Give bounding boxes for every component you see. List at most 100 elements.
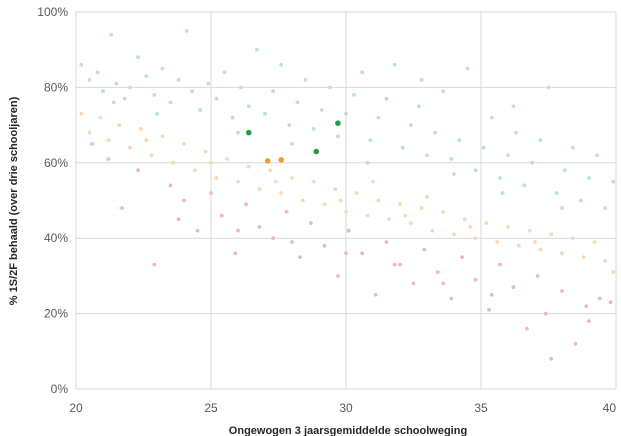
school-point <box>560 206 564 210</box>
school-point <box>290 176 294 180</box>
school-point <box>117 123 122 127</box>
school-point <box>236 130 240 135</box>
school-point <box>498 262 502 267</box>
school-point <box>489 292 494 297</box>
school-point <box>160 66 165 71</box>
school-point <box>152 93 157 97</box>
school-point <box>592 240 597 244</box>
school-point <box>209 160 213 165</box>
school-point <box>176 217 181 222</box>
school-point <box>87 130 92 135</box>
school-point <box>489 115 494 120</box>
school-point <box>149 153 154 158</box>
school-point <box>398 262 402 267</box>
school-point <box>160 134 165 139</box>
school-point <box>425 153 429 158</box>
school-point <box>268 168 273 173</box>
y-tick-label: 100% <box>37 5 68 19</box>
school-point <box>136 55 141 60</box>
school-point <box>368 138 373 143</box>
school-point <box>411 281 416 286</box>
school-point <box>233 251 238 256</box>
school-point <box>344 209 348 214</box>
school-point <box>603 258 608 263</box>
school-point <box>176 78 181 82</box>
school-point <box>344 111 348 116</box>
school-point <box>209 191 213 195</box>
school-point <box>460 255 464 259</box>
school-point <box>311 179 316 184</box>
school-point <box>346 228 351 233</box>
school-point <box>560 289 564 293</box>
school-point <box>360 70 365 75</box>
school-point <box>527 228 532 233</box>
school-point <box>195 228 200 233</box>
school-point <box>514 130 518 135</box>
highlighted-school-point <box>335 120 341 126</box>
school-point <box>222 70 227 75</box>
school-point <box>214 96 219 101</box>
school-point <box>322 202 327 207</box>
school-point <box>611 179 616 184</box>
school-point <box>392 262 397 267</box>
school-point <box>87 78 92 82</box>
school-point <box>203 149 208 154</box>
school-point <box>236 228 240 233</box>
highlighted-school-point <box>313 148 320 155</box>
school-point <box>425 194 429 199</box>
school-point <box>95 70 100 75</box>
school-point <box>603 206 608 210</box>
y-tick-label: 20% <box>44 307 68 321</box>
school-point <box>79 111 84 116</box>
school-point <box>441 89 446 94</box>
school-point <box>122 96 127 101</box>
school-point <box>333 187 338 192</box>
school-point <box>287 123 292 127</box>
school-point <box>538 138 543 143</box>
school-point <box>452 232 456 237</box>
school-point <box>384 240 389 244</box>
school-point <box>481 145 486 150</box>
school-point <box>114 81 119 86</box>
school-point <box>560 251 564 256</box>
school-point <box>473 236 478 241</box>
x-tick-label: 40 <box>603 401 617 415</box>
school-point <box>257 225 262 229</box>
school-point <box>230 115 235 120</box>
school-point <box>101 89 105 94</box>
school-point <box>279 62 284 67</box>
school-point <box>403 213 408 218</box>
school-point <box>206 81 211 86</box>
tick-labels: 0% 20% 40% 60% 80% 100% 20 25 30 35 40 <box>37 5 616 415</box>
school-point <box>284 209 289 214</box>
school-point <box>120 206 124 210</box>
school-point <box>171 160 176 165</box>
school-point <box>417 104 421 109</box>
school-point <box>168 100 173 105</box>
school-point <box>525 326 529 331</box>
school-point <box>595 153 599 158</box>
school-point <box>244 202 249 207</box>
y-tick-label: 0% <box>51 382 69 396</box>
school-point <box>430 228 435 233</box>
school-point <box>408 123 413 127</box>
school-point <box>271 236 275 241</box>
school-point <box>511 285 516 290</box>
highlighted-school-point <box>278 157 285 163</box>
school-point <box>376 198 381 203</box>
school-point <box>184 29 189 33</box>
school-point <box>462 217 467 222</box>
school-point <box>182 198 186 203</box>
school-point <box>327 85 332 90</box>
school-point <box>465 66 470 71</box>
school-point <box>192 168 197 173</box>
school-point <box>435 270 440 274</box>
x-axis-title: Ongewogen 3 jaarsgemiddelde schoolweging <box>229 425 467 436</box>
school-point <box>338 198 343 203</box>
school-point <box>344 251 348 256</box>
school-point <box>422 247 427 252</box>
school-point <box>309 221 313 226</box>
school-point <box>257 187 262 192</box>
school-point <box>319 108 324 112</box>
